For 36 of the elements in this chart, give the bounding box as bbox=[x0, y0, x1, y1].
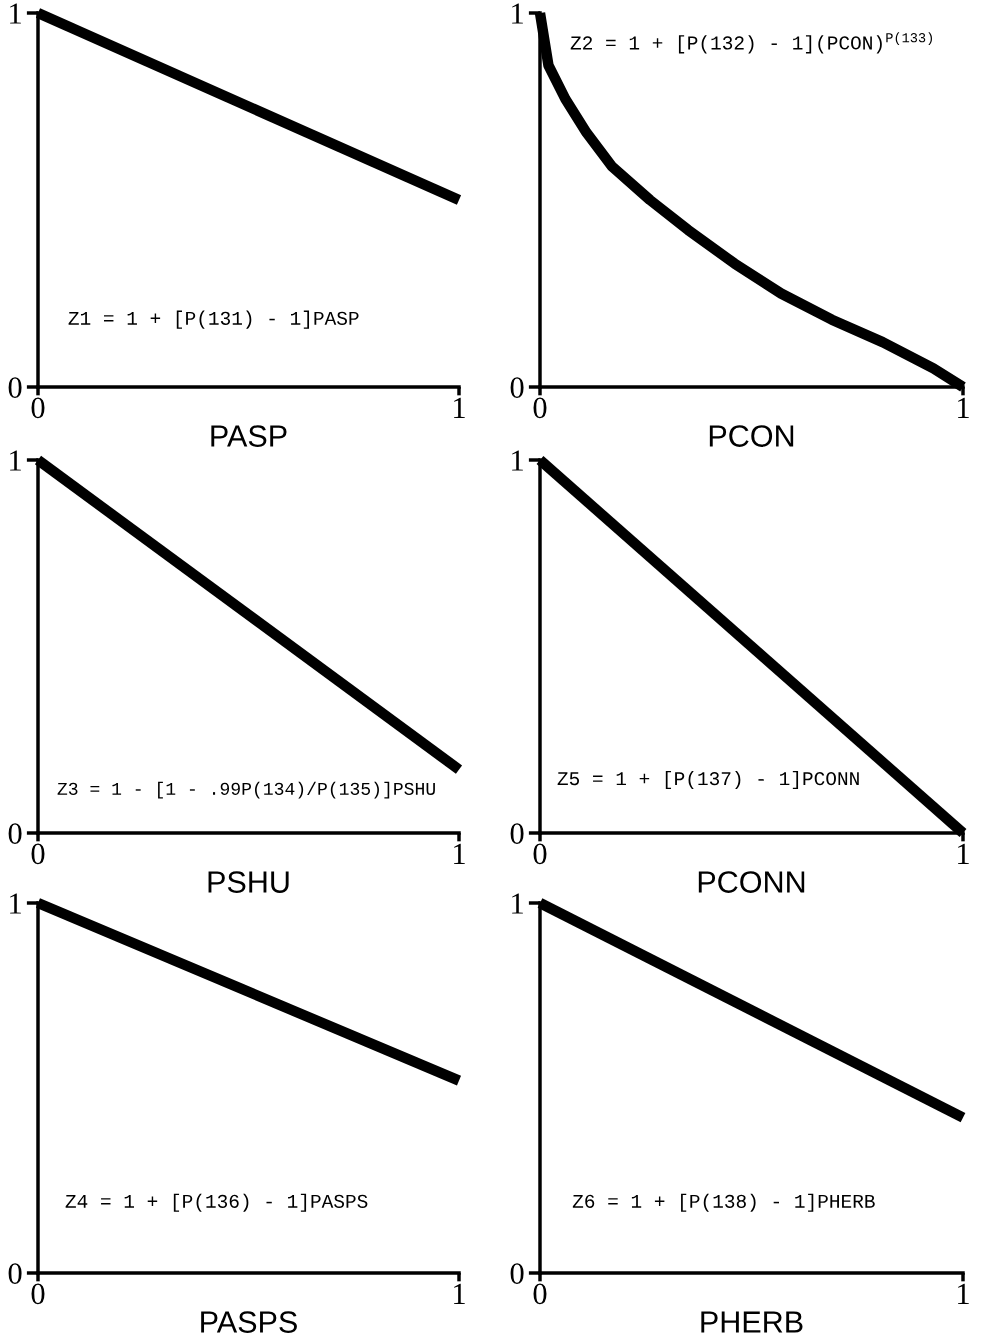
x-tick-label: 1 bbox=[454, 843, 465, 864]
x-tick-label: 1 bbox=[454, 397, 465, 418]
y-tick-label: 0 bbox=[8, 377, 22, 398]
x-tick-label: 0 bbox=[31, 397, 45, 419]
x-tick-label: 1 bbox=[958, 1283, 969, 1304]
annotation: Z3 = 1 - [1 - .99P(134)/P(135)]PSHU bbox=[57, 781, 435, 799]
x-tick-label: 1 bbox=[958, 397, 969, 418]
y-tick-label: 1 bbox=[10, 893, 21, 914]
annotation: Z5 = 1 + [P(137) - 1]PCONN bbox=[557, 770, 859, 790]
y-tick-label: 0 bbox=[8, 823, 22, 844]
x-tick-label: 0 bbox=[533, 1283, 547, 1305]
x-tick-label: 1 bbox=[454, 1283, 465, 1304]
y-tick-label: 0 bbox=[510, 823, 524, 844]
y-tick-label: 1 bbox=[512, 450, 523, 471]
x-tick-label: 0 bbox=[533, 397, 547, 419]
x-tick-label: 0 bbox=[31, 1283, 45, 1305]
x-tick-label: 0 bbox=[31, 843, 45, 865]
y-tick-label: 1 bbox=[512, 3, 523, 24]
x-axis-title: PASPS bbox=[201, 1311, 297, 1333]
x-axis-title: PASP bbox=[211, 425, 287, 447]
x-tick-label: 0 bbox=[533, 843, 547, 865]
x-axis-title: PCON bbox=[709, 425, 794, 447]
annotation: Z4 = 1 + [P(136) - 1]PASPS bbox=[65, 1193, 368, 1212]
annotation: Z6 = 1 + [P(138) - 1]PHERB bbox=[572, 1193, 875, 1212]
x-axis-title: PCONN bbox=[698, 871, 805, 893]
x-tick-label: 1 bbox=[958, 843, 969, 864]
y-tick-label: 1 bbox=[10, 450, 21, 471]
y-tick-label: 0 bbox=[510, 1263, 524, 1284]
y-tick-label: 0 bbox=[8, 1263, 22, 1284]
y-tick-label: 1 bbox=[512, 893, 523, 914]
annotation: Z2 = 1 + [P(132) - 1](PCON)$^{P(133)}$ bbox=[570, 32, 932, 54]
x-axis-title: PSHU bbox=[208, 871, 289, 893]
annotation: Z1 = 1 + [P(131) - 1]PASP bbox=[68, 310, 359, 329]
y-tick-label: 0 bbox=[510, 377, 524, 398]
y-tick-label: 1 bbox=[10, 3, 21, 24]
x-axis-title: PHERB bbox=[701, 1311, 803, 1333]
